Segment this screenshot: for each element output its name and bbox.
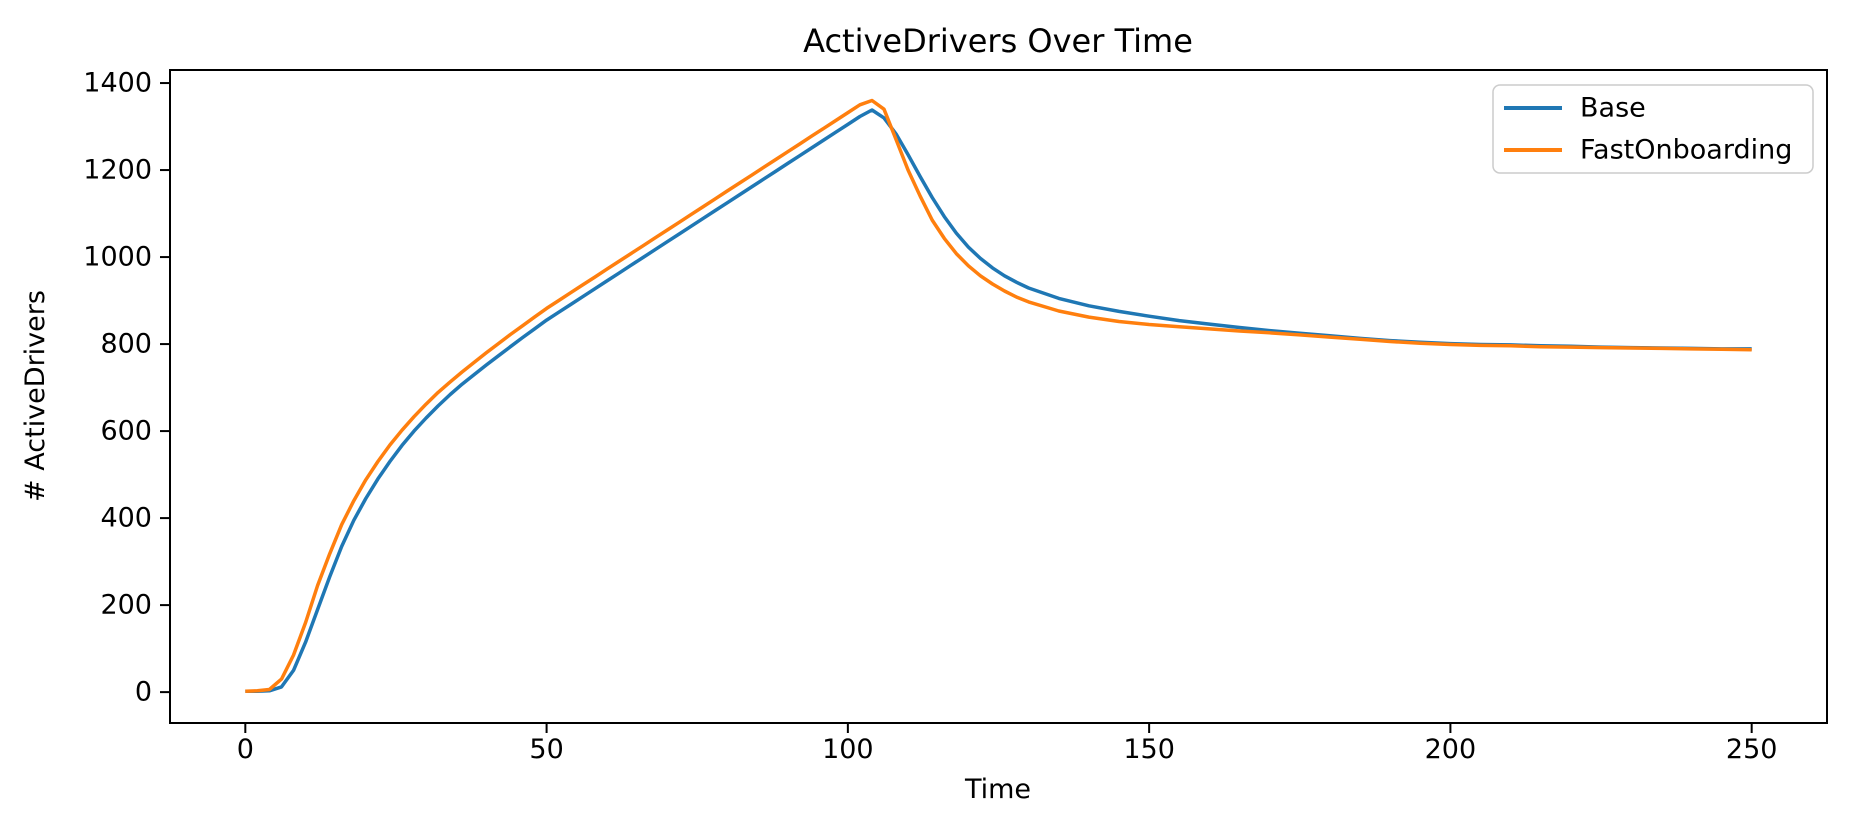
legend: Base FastOnboarding <box>1492 84 1814 174</box>
y-tick-label: 1200 <box>83 155 152 186</box>
x-tick-label: 100 <box>822 734 874 765</box>
y-axis-label: # ActiveDrivers <box>20 290 51 502</box>
legend-label-fastonboarding: FastOnboarding <box>1580 135 1792 166</box>
chart-title: ActiveDrivers Over Time <box>803 22 1193 60</box>
x-tick-label: 250 <box>1726 734 1778 765</box>
y-tick-label: 1000 <box>83 242 152 273</box>
y-tick-label: 0 <box>135 677 152 708</box>
x-tick-label: 0 <box>237 734 254 765</box>
x-tick-label: 200 <box>1425 734 1477 765</box>
y-tick-label: 800 <box>100 329 152 360</box>
x-tick-label: 150 <box>1123 734 1175 765</box>
x-tick-label: 50 <box>529 734 563 765</box>
y-tick-label: 1400 <box>83 68 152 99</box>
x-axis-ticks: 0 50 100 150 200 250 <box>237 723 1778 765</box>
y-tick-label: 400 <box>100 503 152 534</box>
y-axis-ticks: 0 200 400 600 800 1000 1200 1400 <box>83 68 170 708</box>
series-line-fastonboarding <box>245 98 1752 693</box>
series-lines <box>245 98 1752 693</box>
legend-box <box>1492 84 1814 174</box>
plot-border <box>169 69 1828 724</box>
x-axis-label: Time <box>964 774 1031 805</box>
legend-label-base: Base <box>1580 93 1646 124</box>
y-tick-label: 200 <box>100 590 152 621</box>
legend-entries: Base FastOnboarding <box>1504 93 1792 166</box>
y-tick-label: 600 <box>100 416 152 447</box>
